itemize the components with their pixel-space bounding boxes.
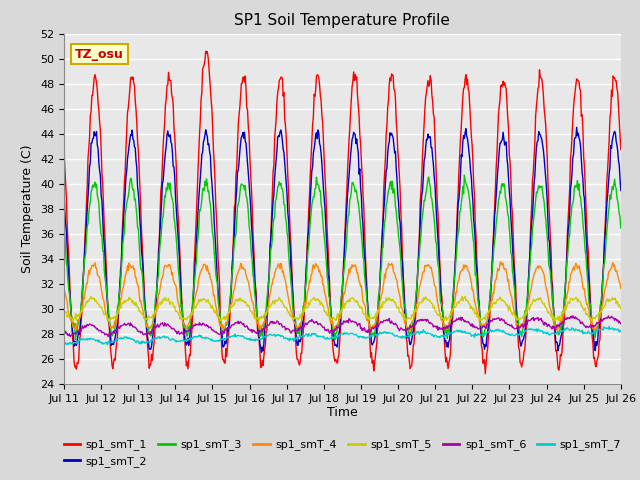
sp1_smT_2: [573, 124, 580, 130]
sp1_smT_3: [60, 225, 68, 230]
sp1_smT_3: [184, 331, 192, 336]
sp1_smT_7: [128, 336, 136, 342]
sp1_smT_6: [411, 321, 419, 327]
sp1_smT_7: [104, 342, 111, 348]
sp1_smT_4: [617, 286, 625, 291]
sp1_smT_7: [428, 331, 435, 337]
sp1_smT_2: [214, 276, 221, 282]
sp1_smT_5: [214, 313, 221, 319]
Line: sp1_smT_6: sp1_smT_6: [64, 316, 621, 336]
sp1_smT_1: [70, 359, 78, 364]
sp1_smT_4: [214, 313, 221, 319]
sp1_smT_7: [605, 324, 613, 329]
sp1_smT_2: [70, 343, 78, 349]
sp1_smT_7: [617, 329, 625, 335]
sp1_smT_7: [60, 340, 68, 346]
sp1_smT_3: [214, 280, 221, 286]
Line: sp1_smT_7: sp1_smT_7: [64, 326, 621, 345]
sp1_smT_3: [411, 305, 419, 311]
sp1_smT_3: [617, 225, 625, 231]
sp1_smT_4: [70, 324, 78, 330]
sp1_smT_3: [461, 172, 468, 178]
sp1_smT_5: [70, 316, 78, 322]
X-axis label: Time: Time: [327, 407, 358, 420]
sp1_smT_2: [127, 132, 135, 138]
Line: sp1_smT_5: sp1_smT_5: [64, 297, 621, 322]
sp1_smT_4: [184, 323, 192, 328]
Line: sp1_smT_2: sp1_smT_2: [64, 127, 621, 352]
sp1_smT_2: [411, 312, 419, 317]
sp1_smT_2: [617, 188, 625, 193]
sp1_smT_3: [332, 337, 339, 343]
sp1_smT_6: [128, 322, 136, 328]
sp1_smT_6: [428, 321, 435, 326]
sp1_smT_5: [617, 306, 625, 312]
sp1_smT_1: [127, 74, 135, 80]
sp1_smT_6: [104, 334, 112, 339]
sp1_smT_7: [185, 336, 193, 342]
sp1_smT_5: [588, 319, 596, 324]
sp1_smT_1: [617, 147, 625, 153]
Line: sp1_smT_4: sp1_smT_4: [64, 262, 621, 332]
sp1_smT_5: [410, 309, 418, 314]
sp1_smT_4: [497, 259, 504, 265]
Line: sp1_smT_1: sp1_smT_1: [64, 51, 621, 374]
sp1_smT_6: [185, 328, 193, 334]
sp1_smT_6: [70, 331, 78, 337]
sp1_smT_1: [184, 366, 192, 372]
sp1_smT_1: [202, 48, 209, 54]
sp1_smT_1: [214, 258, 222, 264]
sp1_smT_1: [428, 77, 435, 83]
sp1_smT_7: [411, 330, 419, 336]
sp1_smT_5: [127, 298, 135, 303]
sp1_smT_6: [60, 330, 68, 336]
sp1_smT_6: [214, 331, 222, 336]
sp1_smT_6: [617, 321, 625, 327]
Title: SP1 Soil Temperature Profile: SP1 Soil Temperature Profile: [234, 13, 451, 28]
Text: TZ_osu: TZ_osu: [75, 48, 124, 60]
sp1_smT_7: [214, 338, 222, 344]
sp1_smT_5: [426, 299, 434, 304]
sp1_smT_2: [60, 189, 68, 195]
sp1_smT_4: [60, 287, 68, 293]
sp1_smT_4: [428, 264, 435, 270]
sp1_smT_7: [70, 340, 78, 346]
sp1_smT_2: [428, 144, 435, 150]
sp1_smT_3: [70, 320, 78, 326]
Legend: sp1_smT_1, sp1_smT_2, sp1_smT_3, sp1_smT_4, sp1_smT_5, sp1_smT_6, sp1_smT_7: sp1_smT_1, sp1_smT_2, sp1_smT_3, sp1_smT…: [59, 435, 626, 471]
sp1_smT_3: [127, 176, 135, 182]
sp1_smT_3: [428, 195, 435, 201]
sp1_smT_1: [481, 371, 489, 377]
sp1_smT_2: [258, 349, 266, 355]
sp1_smT_2: [184, 335, 192, 341]
sp1_smT_1: [60, 144, 68, 150]
sp1_smT_5: [60, 309, 68, 314]
sp1_smT_5: [458, 294, 466, 300]
sp1_smT_4: [127, 265, 135, 271]
sp1_smT_1: [411, 323, 419, 329]
Line: sp1_smT_3: sp1_smT_3: [64, 175, 621, 340]
sp1_smT_4: [411, 311, 419, 316]
sp1_smT_4: [367, 329, 374, 335]
Y-axis label: Soil Temperature (C): Soil Temperature (C): [22, 144, 35, 273]
sp1_smT_5: [184, 314, 192, 320]
sp1_smT_6: [569, 313, 577, 319]
